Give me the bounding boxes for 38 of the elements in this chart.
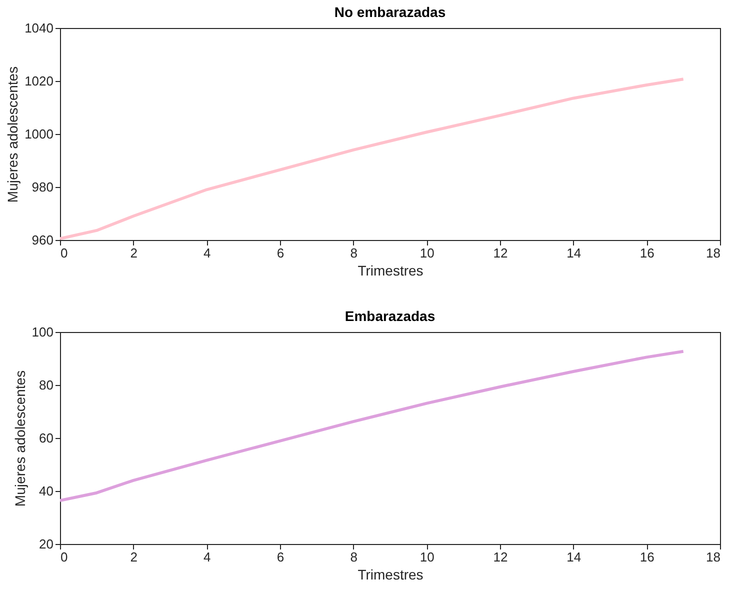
x-tick-label: 4 — [204, 550, 211, 564]
x-tick-label: 14 — [566, 246, 582, 260]
x-tick-label: 16 — [640, 550, 654, 564]
x-tick-label: 14 — [566, 550, 582, 564]
x-tick-label: 0 — [60, 246, 68, 260]
x-tick-label: 0 — [60, 550, 68, 564]
y-tick-label: 1040 — [24, 20, 54, 36]
y-axis-title: Mujeres adolescentes — [4, 66, 21, 203]
x-tick-label: 6 — [276, 550, 284, 564]
y-tick-label: 40 — [39, 484, 54, 498]
x-tick-label: 4 — [204, 246, 211, 260]
x-axis-title: Trimestres — [358, 262, 424, 278]
chart-title: No embarazadas — [334, 4, 446, 20]
line-series — [60, 78, 685, 240]
x-tick-label: 16 — [640, 246, 654, 260]
y-tick-label: 1000 — [24, 126, 54, 142]
x-tick-label: 18 — [706, 246, 720, 260]
x-tick-label: 12 — [493, 550, 508, 564]
x-axis-title: Trimestres — [358, 566, 424, 582]
x-tick-label: 2 — [130, 246, 138, 260]
y-tick-label: 80 — [39, 378, 54, 392]
line-series — [60, 350, 685, 502]
x-tick-label: 10 — [420, 550, 434, 564]
x-tick-label: 8 — [350, 550, 358, 564]
x-tick-label: 6 — [276, 246, 284, 260]
y-tick-label: 60 — [39, 430, 54, 446]
y-tick-label: 960 — [32, 232, 54, 248]
chart-title: Embarazadas — [344, 308, 436, 324]
y-tick-label: 20 — [39, 536, 54, 552]
x-tick-label: 8 — [350, 246, 358, 260]
y-tick-label: 100 — [32, 324, 54, 340]
y-axis-title: Mujeres adolescentes — [12, 370, 28, 507]
x-tick-label: 18 — [706, 550, 720, 564]
x-tick-label: 2 — [130, 550, 138, 564]
x-tick-label: 10 — [420, 246, 434, 260]
x-tick-label: 12 — [493, 246, 508, 260]
y-tick-label: 1020 — [24, 74, 54, 88]
y-tick-label: 980 — [32, 180, 54, 194]
